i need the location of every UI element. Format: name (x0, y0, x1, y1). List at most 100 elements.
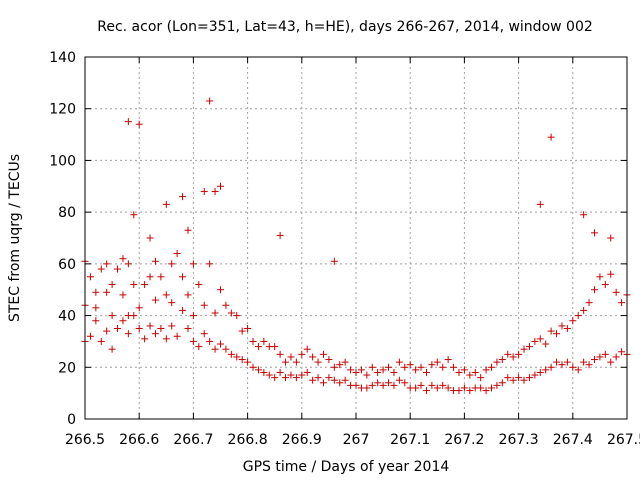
data-point (168, 260, 176, 268)
data-point (374, 379, 382, 387)
data-point (276, 368, 284, 376)
x-tick-label: 267.2 (444, 432, 484, 448)
data-point (569, 317, 577, 325)
y-tick-label: 80 (58, 205, 76, 221)
data-point (466, 371, 474, 379)
data-point (428, 381, 436, 389)
data-point (417, 381, 425, 389)
data-point (325, 374, 333, 382)
x-tick-label: 267.5 (607, 432, 640, 448)
data-point (206, 97, 214, 105)
data-point (368, 381, 376, 389)
data-point (287, 371, 295, 379)
data-point (477, 374, 485, 382)
data-point (471, 368, 479, 376)
data-point (531, 371, 539, 379)
x-tick-label: 267.4 (553, 432, 593, 448)
x-tick-label: 266.9 (282, 432, 322, 448)
data-point (450, 363, 458, 371)
x-tick-label: 266.6 (119, 432, 159, 448)
data-point (309, 353, 317, 361)
data-point (135, 325, 143, 332)
data-point (108, 281, 116, 289)
data-point (103, 327, 111, 335)
data-point (460, 384, 468, 392)
data-point (146, 273, 154, 281)
data-point (498, 379, 506, 387)
data-point (238, 356, 246, 364)
data-point (206, 337, 214, 345)
data-point (298, 371, 306, 379)
data-point (189, 260, 197, 268)
data-point (303, 368, 311, 376)
data-point (336, 379, 344, 387)
data-point (276, 350, 284, 358)
data-point (238, 327, 246, 335)
y-tick-label: 40 (58, 309, 76, 325)
data-point (536, 335, 544, 343)
data-point (124, 260, 132, 268)
data-point (86, 273, 94, 281)
data-point (509, 376, 517, 384)
data-point (525, 374, 533, 382)
data-point (601, 350, 609, 358)
data-point (466, 387, 474, 395)
grid-lines (85, 57, 627, 419)
data-point (385, 379, 393, 387)
y-tick-label: 20 (58, 360, 76, 376)
data-point (168, 299, 176, 307)
data-point (179, 306, 187, 314)
data-point (227, 350, 235, 358)
data-point (271, 374, 279, 382)
data-point (515, 374, 523, 382)
data-point (314, 358, 322, 366)
data-point (607, 270, 615, 278)
y-tick-label: 0 (67, 412, 76, 428)
data-point (390, 381, 398, 389)
data-point (330, 257, 338, 265)
data-point (395, 376, 403, 384)
data-point (590, 229, 598, 237)
data-point (482, 387, 490, 395)
data-point (379, 366, 387, 374)
data-point (612, 288, 620, 296)
data-point (179, 273, 187, 281)
data-point (580, 358, 588, 366)
data-point (477, 384, 485, 392)
data-point (97, 337, 105, 345)
data-point (406, 361, 414, 369)
data-point (412, 366, 420, 374)
data-point (211, 187, 219, 195)
data-point (103, 260, 111, 268)
y-tick-labels: 0 20 40 60 80 100 120 140 (49, 50, 76, 428)
y-tick-label: 100 (49, 153, 76, 169)
data-point (211, 309, 219, 317)
data-point (347, 366, 355, 374)
data-point (428, 361, 436, 369)
x-tick-label: 267.1 (390, 432, 430, 448)
data-point (542, 366, 550, 374)
data-point (92, 304, 100, 312)
data-point (222, 301, 230, 309)
data-point (352, 368, 360, 376)
data-point (130, 281, 138, 289)
data-point (254, 366, 262, 374)
data-point (92, 317, 100, 325)
data-point (330, 376, 338, 384)
data-point (173, 250, 181, 258)
data-point (553, 330, 561, 338)
data-point (260, 337, 268, 345)
data-point (439, 381, 447, 389)
data-point (379, 381, 387, 389)
x-axis-label: GPS time / Days of year 2014 (243, 459, 450, 475)
data-point (173, 332, 181, 340)
data-point (135, 120, 143, 128)
data-point (200, 187, 208, 195)
data-point (417, 363, 425, 371)
data-point (162, 335, 170, 343)
data-point (433, 358, 441, 366)
data-point (401, 379, 409, 387)
data-point (151, 330, 159, 338)
data-point (108, 345, 116, 353)
